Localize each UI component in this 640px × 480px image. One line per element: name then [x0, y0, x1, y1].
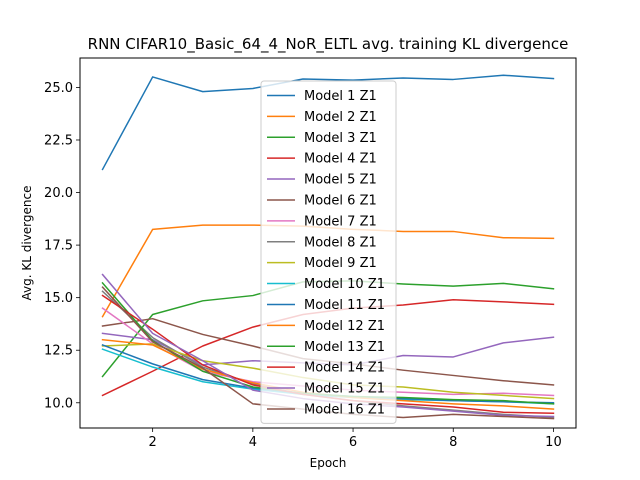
x-tick-label: 2: [149, 435, 157, 450]
y-tick-label: 20.0: [44, 186, 73, 201]
legend-label: Model 3 Z1: [304, 131, 377, 146]
y-tick-label: 17.5: [44, 239, 73, 254]
legend-label: Model 12 Z1: [304, 319, 385, 334]
y-axis-label: Avg. KL divergence: [20, 186, 34, 301]
legend: Model 1 Z1 Model 2 Z1 Model 3 Z1 Model 4 Z1…: [260, 80, 397, 424]
y-tick-label: 15.0: [44, 291, 73, 306]
x-tick-label: 10: [545, 435, 562, 450]
legend-label: Model 11 Z1: [304, 298, 385, 313]
legend-label: Model 13 Z1: [304, 340, 385, 355]
legend-label: Model 6 Z1: [304, 193, 377, 208]
y-tick-label: 22.5: [44, 133, 73, 148]
x-axis-label: Epoch: [310, 456, 347, 470]
x-tick-label: 4: [249, 435, 257, 450]
legend-label: Model 4 Z1: [304, 152, 377, 167]
legend-label: Model 7 Z1: [304, 214, 377, 229]
y-axis: 10.0 12.5 15.0 17.5 20.0 22.5 25.0: [44, 81, 80, 411]
y-tick-label: 25.0: [44, 81, 73, 96]
legend-label: Model 5 Z1: [304, 173, 377, 188]
x-tick-label: 8: [449, 435, 457, 450]
chart-title: RNN CIFAR10_Basic_64_4_NoR_ELTL avg. tra…: [88, 35, 569, 54]
legend-label: Model 9 Z1: [304, 256, 377, 271]
legend-label: Model 1 Z1: [304, 89, 377, 104]
legend-label: Model 16 Z1: [304, 402, 385, 417]
legend-label: Model 15 Z1: [304, 382, 385, 397]
plot-frame: [79, 57, 577, 429]
legend-label: Model 8 Z1: [304, 235, 377, 250]
legend-label: Model 10 Z1: [304, 277, 385, 292]
series-line-1: [101, 74, 555, 171]
x-axis: 2 4 6 8 10: [149, 428, 562, 450]
legend-label: Model 14 Z1: [304, 361, 385, 376]
legend-label: Model 2 Z1: [304, 110, 377, 125]
x-tick-label: 6: [349, 435, 357, 450]
y-tick-label: 12.5: [44, 344, 73, 359]
y-tick-label: 10.0: [44, 396, 73, 411]
legend-box: [260, 80, 397, 424]
